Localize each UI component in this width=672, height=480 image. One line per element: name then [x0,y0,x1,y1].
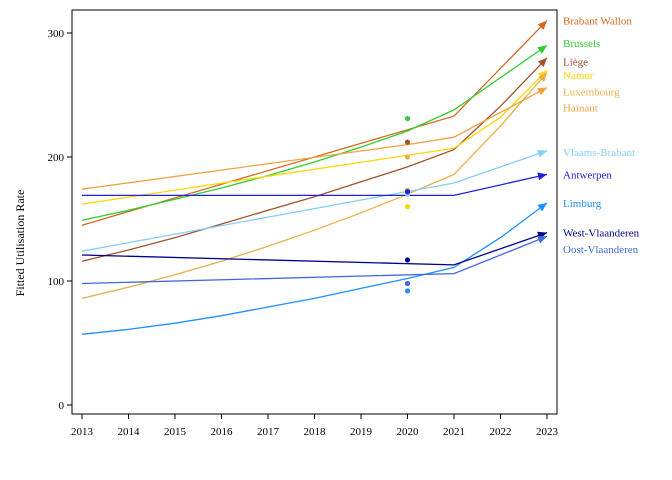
x-tick-label: 2016 [211,426,234,438]
series-lines [81,20,548,335]
series-marker-brussels [404,115,411,122]
series-label-liege: Liège [563,57,588,69]
y-axis-title: Fitted Utilisation Rate [13,190,27,297]
x-tick-label: 2015 [164,426,187,438]
series-line-luxembourg [81,72,548,300]
series-arrowhead-namur [537,70,547,80]
series-marker-west-vlaanderen [404,257,411,263]
series-label-namur: Namur [563,70,594,82]
x-tick-label: 2023 [536,426,559,438]
series-label-oost-vlaanderen: Oost-Vlaanderen [563,244,639,256]
series-label-antwerpen: Antwerpen [563,169,612,181]
series-marker-namur [404,204,411,210]
series-marker-oost-vlaanderen [404,280,411,287]
y-tick-label: 200 [48,152,65,164]
x-tick-label: 2022 [490,426,512,438]
series-line-west-vlaanderen [81,231,548,266]
y-tick-label: 100 [48,276,65,288]
series-line-hainaut [81,87,548,190]
series-line-vlaams-brabant [81,150,548,252]
series-markers [404,115,411,294]
series-arrowhead-antwerpen [537,172,547,181]
x-tick-label: 2018 [304,426,327,438]
series-label-luxembourg: Luxembourg [563,86,620,98]
y-tick-label: 0 [59,400,65,412]
series-arrowhead-limburg [537,202,547,212]
series-arrowhead-oost-vlaanderen [537,235,547,244]
series-line-liege [81,57,548,262]
series-marker-luxembourg [404,154,411,160]
series-label-limburg: Limburg [563,198,602,210]
series-marker-limburg [404,288,411,294]
x-tick-label: 2019 [350,426,373,438]
x-tick-label: 2020 [397,426,420,438]
series-arrowhead-brabant-wallon [537,20,547,30]
series-arrowhead-brussels [537,45,547,54]
series-arrowhead-hainaut [537,87,547,96]
y-tick-label: 300 [48,28,65,40]
series-line-limburg [81,202,548,335]
series-label-west-vlaanderen: West-Vlaanderen [563,228,640,240]
chart-axes: 2013 2014 2015 2016 2017 2018 2019 2020 2021 2022… [48,9,559,438]
series-label-brabant-wallon: Brabant Wallon [563,16,632,28]
series-line-brussels [81,44,548,221]
series-label-brussels: Brussels [563,38,600,50]
x-tick-label: 2021 [443,426,465,438]
series-marker-antwerpen [404,189,411,195]
series-arrowhead-vlaams-brabant [537,149,547,158]
series-label-hainaut: Hainaut [563,102,598,114]
series-arrowhead-liege [537,57,547,68]
series-marker-liege [404,139,411,145]
series-label-vlaams-brabant: Vlaams-Brabant [563,147,635,159]
series-line-oost-vlaanderen [81,235,548,285]
series-line-brabant-wallon [81,20,548,226]
plot-frame [71,9,558,415]
x-tick-label: 2017 [257,426,280,438]
series-line-antwerpen [82,173,548,197]
series-arrowhead-luxembourg [538,72,547,83]
x-tick-label: 2013 [71,426,94,438]
series-line-namur [81,69,548,205]
x-tick-label: 2014 [118,426,141,438]
